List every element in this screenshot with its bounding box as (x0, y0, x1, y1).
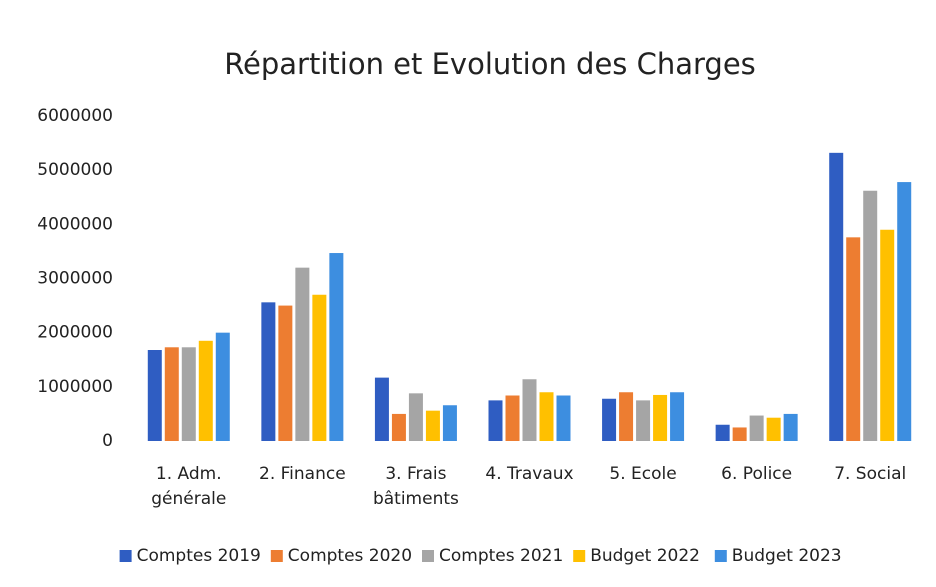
bar (261, 302, 276, 441)
chart-title: Répartition et Evolution des Charges (224, 47, 756, 81)
bar (619, 392, 634, 441)
x-tick-label: 6. Police (721, 464, 792, 484)
bar (636, 400, 651, 441)
bar (539, 392, 554, 441)
legend-swatch (270, 550, 283, 562)
legend-label: Comptes 2020 (288, 546, 412, 566)
bar (749, 415, 764, 441)
y-tick-label: 6000000 (37, 106, 113, 126)
bar (556, 395, 571, 441)
bar (488, 400, 503, 441)
bar (374, 377, 389, 441)
bar (880, 229, 895, 441)
bar (442, 405, 457, 441)
legend-label: Budget 2022 (590, 546, 700, 566)
y-tick-label: 2000000 (37, 323, 113, 343)
legend-swatch (422, 550, 434, 562)
bar (425, 410, 440, 441)
bar (147, 350, 162, 441)
bar (329, 253, 344, 441)
bar (653, 394, 668, 441)
legend-label: Budget 2023 (732, 546, 842, 566)
y-tick-label: 1000000 (37, 377, 113, 397)
x-tick-label: 5. Ecole (609, 464, 676, 484)
legend-label: Comptes 2019 (137, 546, 261, 566)
bar (670, 392, 685, 441)
bar (278, 305, 293, 441)
bar (863, 190, 878, 441)
bar (391, 413, 406, 441)
bar (766, 417, 781, 441)
legend-swatch (573, 550, 586, 562)
bar (522, 379, 537, 441)
legend-swatch (119, 550, 132, 562)
x-tick-label: 2. Finance (259, 464, 346, 484)
bar (164, 347, 179, 441)
bar (215, 332, 230, 441)
legend-label: Comptes 2021 (439, 546, 563, 566)
bar (897, 182, 912, 442)
bar (783, 413, 798, 441)
bar (408, 393, 423, 441)
x-tick-label: 4. Travaux (485, 464, 573, 484)
x-tick-label: 7. Social (834, 464, 906, 484)
bar (829, 152, 844, 442)
x-tick-label: 3. Frais bâtiments (373, 464, 459, 509)
y-tick-label: 0 (102, 431, 113, 451)
bar (602, 398, 617, 441)
legend-swatch (714, 550, 727, 562)
bar (181, 347, 196, 441)
bar (198, 340, 213, 441)
bar (715, 424, 730, 441)
y-tick-label: 5000000 (37, 160, 113, 180)
x-tick-label: 1. Adm. générale (151, 464, 226, 509)
y-tick-label: 3000000 (37, 269, 113, 289)
bar (312, 294, 327, 441)
bar (505, 395, 520, 441)
bar (846, 237, 861, 441)
y-tick-label: 4000000 (37, 214, 113, 234)
bar (732, 427, 747, 441)
bar (295, 267, 310, 441)
